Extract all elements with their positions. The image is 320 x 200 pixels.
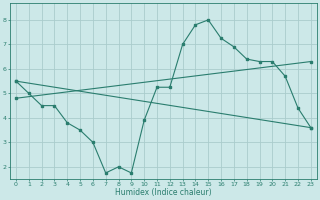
X-axis label: Humidex (Indice chaleur): Humidex (Indice chaleur) xyxy=(115,188,212,197)
